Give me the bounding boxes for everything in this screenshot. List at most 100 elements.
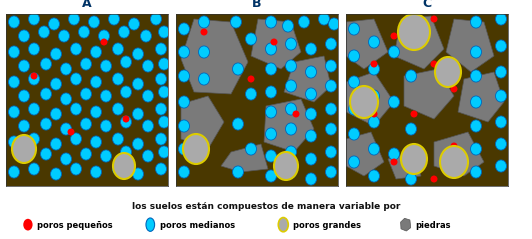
- Ellipse shape: [470, 46, 481, 58]
- Ellipse shape: [143, 60, 154, 72]
- Ellipse shape: [286, 103, 296, 115]
- Ellipse shape: [68, 129, 74, 136]
- Polygon shape: [458, 72, 504, 122]
- Ellipse shape: [274, 152, 298, 180]
- Ellipse shape: [265, 170, 277, 182]
- Ellipse shape: [278, 217, 288, 232]
- Polygon shape: [264, 99, 314, 152]
- Ellipse shape: [61, 93, 71, 105]
- Ellipse shape: [495, 66, 506, 78]
- Ellipse shape: [495, 90, 506, 102]
- Ellipse shape: [38, 26, 49, 38]
- Ellipse shape: [470, 166, 481, 178]
- Ellipse shape: [430, 60, 437, 67]
- Ellipse shape: [265, 150, 277, 162]
- Ellipse shape: [9, 136, 20, 148]
- Ellipse shape: [201, 28, 207, 36]
- Ellipse shape: [132, 108, 144, 120]
- Ellipse shape: [9, 166, 20, 178]
- Ellipse shape: [90, 136, 102, 148]
- Ellipse shape: [495, 160, 506, 172]
- Polygon shape: [181, 19, 248, 94]
- Ellipse shape: [495, 40, 506, 52]
- Ellipse shape: [143, 120, 154, 132]
- Ellipse shape: [326, 166, 337, 178]
- Ellipse shape: [369, 143, 379, 155]
- Text: B: B: [252, 0, 262, 10]
- Ellipse shape: [159, 86, 170, 98]
- Ellipse shape: [90, 46, 102, 58]
- Ellipse shape: [132, 48, 144, 60]
- Ellipse shape: [305, 173, 317, 185]
- Ellipse shape: [9, 106, 20, 118]
- Ellipse shape: [9, 46, 20, 58]
- Ellipse shape: [348, 128, 360, 140]
- Ellipse shape: [198, 16, 210, 28]
- Ellipse shape: [80, 148, 92, 160]
- Ellipse shape: [495, 138, 506, 150]
- Ellipse shape: [405, 123, 417, 135]
- Ellipse shape: [245, 33, 256, 45]
- Ellipse shape: [79, 26, 89, 38]
- Ellipse shape: [370, 110, 378, 118]
- Ellipse shape: [390, 33, 397, 39]
- Ellipse shape: [326, 60, 337, 72]
- Ellipse shape: [51, 78, 62, 90]
- Ellipse shape: [121, 86, 131, 98]
- Ellipse shape: [232, 63, 244, 75]
- Ellipse shape: [29, 43, 39, 55]
- Ellipse shape: [23, 219, 32, 230]
- Ellipse shape: [132, 78, 144, 90]
- Ellipse shape: [19, 90, 29, 102]
- Polygon shape: [404, 69, 454, 119]
- Ellipse shape: [305, 108, 317, 120]
- Ellipse shape: [369, 90, 379, 102]
- Ellipse shape: [112, 73, 123, 85]
- Ellipse shape: [98, 30, 110, 42]
- Ellipse shape: [369, 170, 379, 182]
- Ellipse shape: [80, 118, 92, 130]
- Ellipse shape: [159, 58, 170, 70]
- Ellipse shape: [348, 23, 360, 35]
- Ellipse shape: [270, 38, 278, 45]
- Polygon shape: [388, 152, 421, 179]
- Ellipse shape: [265, 128, 277, 140]
- Ellipse shape: [90, 76, 102, 88]
- Ellipse shape: [435, 57, 461, 87]
- Ellipse shape: [159, 116, 170, 128]
- Ellipse shape: [495, 13, 506, 25]
- Ellipse shape: [155, 73, 167, 85]
- Ellipse shape: [113, 153, 135, 179]
- Ellipse shape: [348, 76, 360, 88]
- Ellipse shape: [326, 123, 337, 135]
- Ellipse shape: [470, 70, 481, 82]
- Text: A: A: [82, 0, 92, 10]
- Ellipse shape: [61, 123, 71, 135]
- Ellipse shape: [198, 73, 210, 85]
- Polygon shape: [221, 144, 268, 172]
- Ellipse shape: [51, 108, 62, 120]
- Ellipse shape: [30, 72, 37, 80]
- Ellipse shape: [101, 90, 112, 102]
- Ellipse shape: [495, 116, 506, 128]
- Ellipse shape: [179, 23, 189, 35]
- Ellipse shape: [183, 134, 209, 164]
- Ellipse shape: [286, 123, 296, 135]
- Ellipse shape: [9, 16, 20, 28]
- Ellipse shape: [401, 144, 427, 174]
- Ellipse shape: [350, 86, 378, 118]
- Ellipse shape: [430, 175, 437, 183]
- Ellipse shape: [319, 13, 329, 25]
- Ellipse shape: [101, 38, 107, 45]
- Ellipse shape: [245, 88, 256, 100]
- Ellipse shape: [293, 110, 300, 118]
- Ellipse shape: [48, 18, 60, 30]
- Ellipse shape: [119, 26, 129, 38]
- Ellipse shape: [326, 146, 337, 158]
- Ellipse shape: [61, 153, 71, 165]
- Ellipse shape: [29, 73, 39, 85]
- Ellipse shape: [80, 58, 92, 70]
- Ellipse shape: [232, 118, 244, 130]
- Ellipse shape: [29, 13, 39, 25]
- Ellipse shape: [159, 146, 170, 158]
